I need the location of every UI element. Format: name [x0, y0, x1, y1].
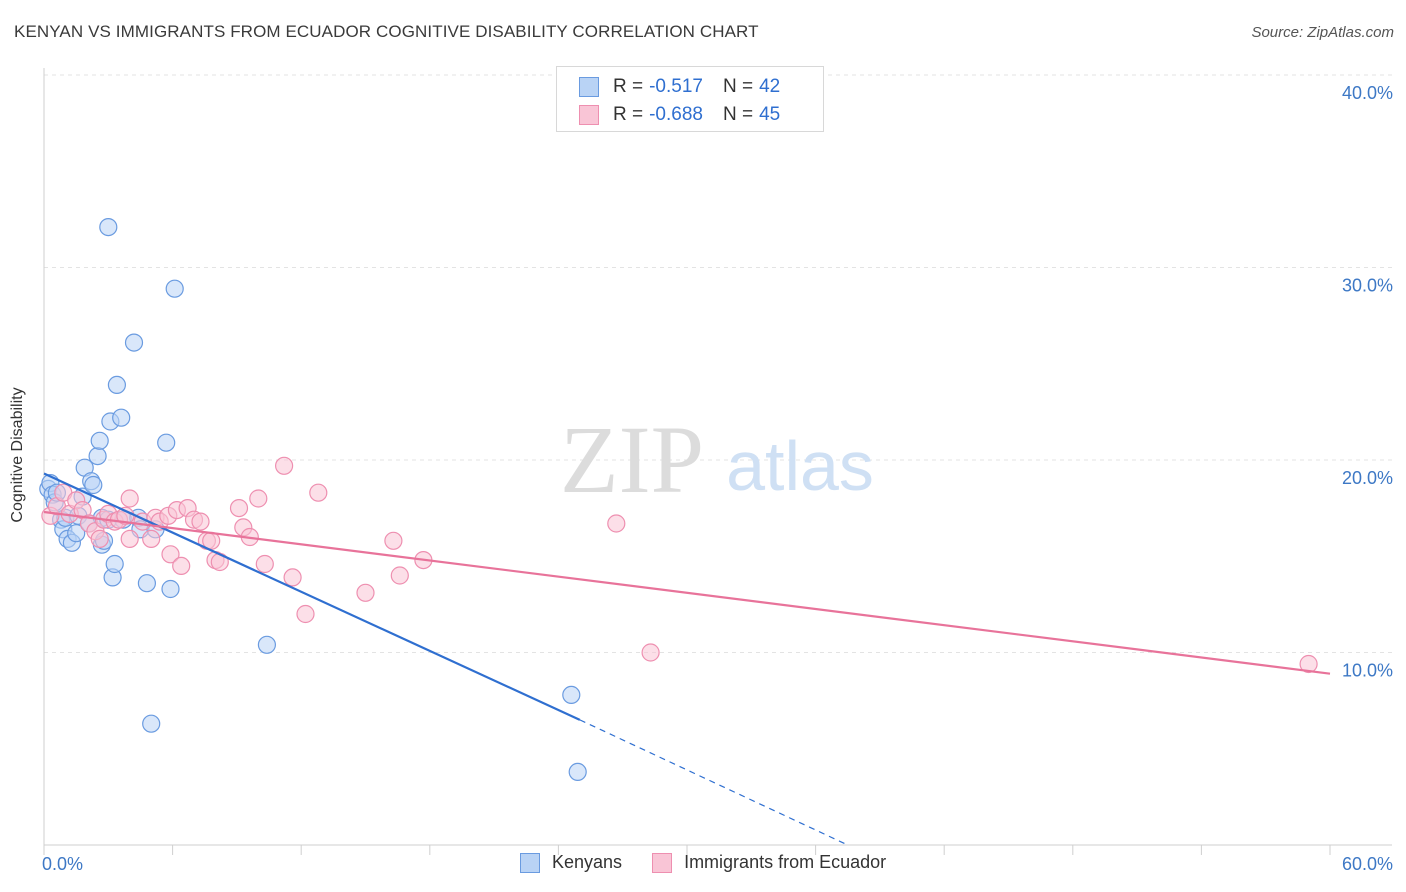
kenyans-swatch: [579, 77, 599, 97]
ecuador-point: [309, 483, 328, 502]
kenyan-point: [112, 408, 131, 427]
stats-legend: R = -0.517 N = 42 R = -0.688 N = 45: [556, 66, 824, 132]
x-tick-label: 60.0%: [1342, 854, 1393, 874]
r-value: -0.688: [649, 104, 703, 125]
kenyan-point: [157, 433, 176, 452]
kenyan-point: [137, 574, 156, 593]
kenyan-point: [257, 635, 276, 654]
kenyan-point: [568, 762, 587, 782]
chart-title: KENYAN VS IMMIGRANTS FROM ECUADOR COGNIT…: [14, 22, 759, 41]
ecuador-swatch: [579, 105, 599, 125]
kenyans-trend-line: [43, 472, 581, 721]
n-label: N =: [722, 104, 754, 125]
kenyan-point: [562, 685, 581, 705]
kenyans-legend-swatch: [520, 852, 540, 873]
ecuador-legend-label: Immigrants from Ecuador: [684, 852, 887, 872]
kenyans-legend-label: Kenyans: [552, 852, 623, 872]
watermark-zip: ZIP: [560, 406, 704, 513]
kenyan-point: [105, 554, 124, 574]
r-label: R =: [613, 76, 644, 97]
ecuador-point: [90, 529, 109, 549]
stats-legend-row-ecuador: R = -0.688 N = 45: [579, 103, 780, 127]
ecuador-point: [390, 566, 409, 585]
kenyan-point: [67, 524, 86, 543]
ecuador-point: [255, 554, 274, 574]
n-value: 42: [759, 76, 781, 97]
ecuador-point: [161, 545, 180, 564]
ecuador-point: [356, 583, 375, 602]
ecuador-point: [1299, 654, 1318, 674]
kenyan-point: [90, 431, 109, 450]
kenyan-point: [99, 218, 118, 237]
ecuador-point: [283, 568, 302, 587]
ecuador-point: [142, 529, 161, 549]
watermark: ZIP atlas: [560, 406, 874, 513]
kenyans-trend-extension: [579, 719, 849, 846]
series-legend: Kenyans Immigrants from Ecuador: [520, 852, 916, 873]
r-value: -0.517: [649, 76, 703, 97]
ecuador-point: [120, 529, 139, 549]
kenyan-point: [84, 475, 103, 495]
kenyan-point: [88, 447, 107, 466]
trend-lines: [43, 472, 1331, 846]
kenyan-point: [107, 375, 127, 394]
legend-item-kenyans: Kenyans: [520, 852, 622, 873]
n-value: 45: [759, 104, 781, 125]
ecuador-point: [120, 489, 139, 508]
ecuador-trend-line: [43, 510, 1331, 675]
y-tick-label: 20.0%: [1342, 468, 1393, 488]
ecuador-point: [229, 499, 249, 518]
kenyan-point: [165, 279, 184, 298]
ecuador-point: [607, 514, 626, 533]
ecuador-point: [172, 556, 191, 576]
ecuador-point: [296, 604, 315, 624]
ecuador-legend-swatch: [652, 852, 673, 873]
ecuador-point: [384, 531, 403, 550]
source-label: Source: ZipAtlas.com: [1251, 24, 1394, 41]
stats-legend-row-kenyans: R = -0.517 N = 42: [579, 75, 780, 99]
kenyan-point: [142, 714, 161, 733]
n-label: N =: [722, 76, 754, 97]
r-label: R =: [613, 104, 644, 125]
x-tick-label: 0.0%: [42, 854, 83, 874]
tick-labels: 10.0% 20.0% 30.0% 40.0% 0.0% 60.0%: [42, 83, 1393, 874]
legend-item-ecuador: Immigrants from Ecuador: [652, 852, 886, 873]
ecuador-point: [641, 643, 660, 662]
kenyan-point: [161, 579, 180, 599]
y-tick-label: 40.0%: [1342, 83, 1393, 103]
watermark-atlas: atlas: [726, 427, 874, 505]
ecuador-point: [275, 456, 294, 475]
ecuador-point: [191, 512, 210, 531]
axes: [43, 68, 1392, 855]
y-tick-label: 10.0%: [1342, 661, 1393, 681]
kenyan-point: [124, 333, 144, 352]
y-tick-label: 30.0%: [1342, 276, 1393, 296]
ecuador-point: [249, 489, 268, 508]
